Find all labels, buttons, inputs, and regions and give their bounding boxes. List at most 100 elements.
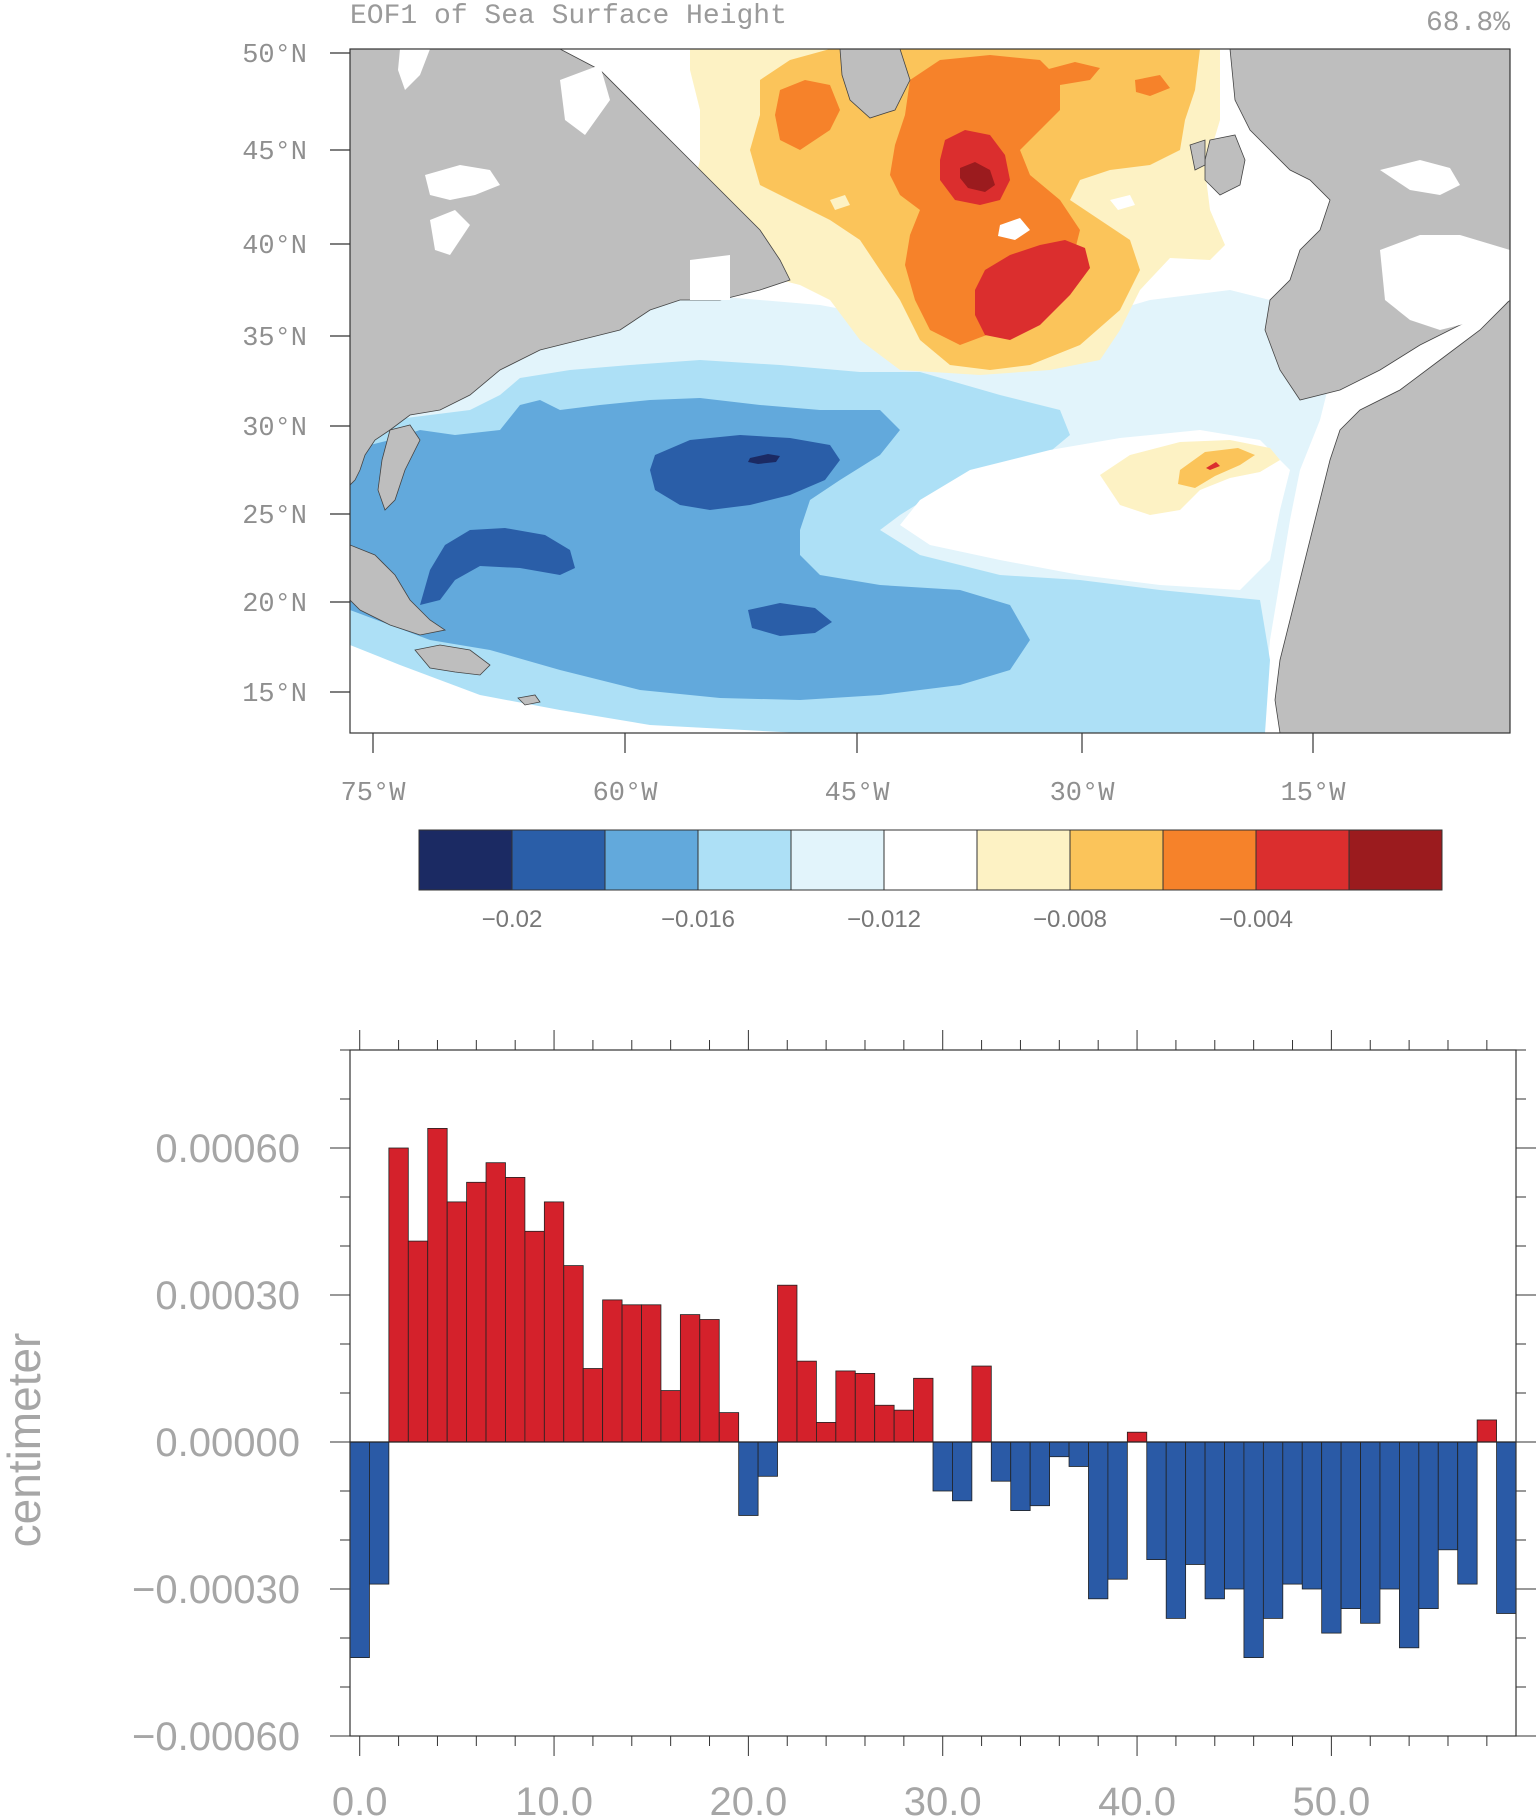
bar bbox=[446, 1201, 467, 1443]
lake-michigan bbox=[430, 210, 470, 255]
lat-tick-label: 25°N bbox=[242, 502, 307, 532]
contour-navy-spot bbox=[748, 454, 780, 464]
bar bbox=[349, 1441, 370, 1659]
contour-red-south bbox=[975, 240, 1090, 340]
colorbar-swatch bbox=[418, 829, 513, 891]
bar bbox=[641, 1304, 662, 1443]
lat-tick-label: 45°N bbox=[242, 138, 307, 168]
land-caribbean bbox=[350, 544, 447, 636]
bar bbox=[369, 1441, 390, 1585]
y-tick-label: 0.00030 bbox=[155, 1274, 300, 1318]
map-title: EOF1 of Sea Surface Height bbox=[350, 1, 787, 32]
colorbar-label: −0.004 bbox=[1219, 906, 1293, 933]
lon-axis: 75°W 60°W 45°W 30°W 15°W bbox=[341, 733, 1346, 809]
land-puerto-rico bbox=[517, 694, 541, 706]
lat-tick-label: 30°N bbox=[242, 414, 307, 444]
bar bbox=[816, 1422, 837, 1443]
colorbar-label: −0.008 bbox=[1033, 906, 1107, 933]
bar bbox=[757, 1441, 778, 1477]
lat-tick-label: 40°N bbox=[242, 232, 307, 262]
contour-white-patch-a bbox=[998, 218, 1030, 240]
bar bbox=[1437, 1441, 1459, 1551]
colorbar-swatch bbox=[976, 829, 1071, 891]
contour-orange-north bbox=[775, 80, 840, 150]
bar bbox=[1476, 1419, 1497, 1443]
bar bbox=[1126, 1431, 1148, 1443]
bar bbox=[1379, 1441, 1400, 1590]
colorbar-swatch bbox=[790, 829, 885, 891]
bar bbox=[913, 1377, 934, 1443]
land-greenland bbox=[839, 49, 911, 119]
contour-white-patch-b bbox=[1110, 195, 1135, 210]
contour-dark-blue-west bbox=[420, 528, 575, 605]
x-tick-label: 40.0 bbox=[1098, 1780, 1176, 1820]
bar bbox=[699, 1319, 720, 1443]
bar bbox=[466, 1181, 487, 1443]
colorbar-swatch bbox=[1255, 829, 1350, 891]
lat-tick-label: 35°N bbox=[242, 324, 307, 354]
x-tick-label: 10.0 bbox=[515, 1780, 593, 1820]
variance-label: 68.8% bbox=[1426, 8, 1510, 39]
colorbar-swatch bbox=[511, 829, 606, 891]
x-tick-label: 0.0 bbox=[332, 1780, 388, 1820]
bar bbox=[543, 1201, 565, 1443]
bar bbox=[1029, 1441, 1050, 1507]
gulf-st-lawrence bbox=[560, 65, 610, 135]
land-hispaniola bbox=[414, 644, 491, 676]
eof-map bbox=[350, 49, 1510, 733]
lat-tick-label: 20°N bbox=[242, 590, 307, 620]
contour-red-east bbox=[1206, 462, 1220, 470]
colorbar-swatch bbox=[1069, 829, 1164, 891]
colorbar-swatch bbox=[697, 829, 792, 891]
bar bbox=[524, 1230, 545, 1443]
bar bbox=[582, 1368, 604, 1443]
contour-dark-blue-north bbox=[650, 435, 840, 510]
bar bbox=[505, 1177, 526, 1443]
bar bbox=[1165, 1441, 1187, 1619]
bar bbox=[1088, 1441, 1109, 1600]
land-florida bbox=[377, 424, 421, 511]
y-tick-label: 0.00060 bbox=[155, 1127, 300, 1171]
bar bbox=[1204, 1441, 1225, 1600]
land-africa bbox=[1274, 299, 1510, 733]
y-tick-label: −0.00030 bbox=[132, 1568, 300, 1612]
bar bbox=[952, 1441, 973, 1502]
bar bbox=[971, 1365, 992, 1443]
bar bbox=[1496, 1441, 1517, 1614]
bar bbox=[738, 1441, 759, 1516]
lat-tick-label: 15°N bbox=[242, 680, 307, 710]
land-ireland bbox=[1189, 139, 1206, 171]
lon-tick-label: 30°W bbox=[1050, 779, 1116, 809]
contour-dark-red-spot bbox=[960, 162, 995, 192]
y-tick-label: −0.00060 bbox=[132, 1715, 300, 1759]
bar bbox=[388, 1147, 409, 1443]
bar bbox=[1185, 1441, 1206, 1565]
x-tick-label: 30.0 bbox=[904, 1780, 982, 1820]
bar bbox=[1068, 1441, 1089, 1467]
colorbar-swatch bbox=[1348, 829, 1443, 891]
bay-of-biscay bbox=[1380, 160, 1460, 195]
bar bbox=[932, 1441, 953, 1492]
bar bbox=[1146, 1441, 1167, 1560]
bar bbox=[485, 1162, 506, 1443]
bar bbox=[777, 1284, 798, 1443]
bar bbox=[1340, 1441, 1361, 1610]
bar bbox=[1224, 1441, 1245, 1590]
x-tick-label: 20.0 bbox=[709, 1780, 787, 1820]
colorbar-swatch bbox=[883, 829, 978, 891]
bar bbox=[602, 1299, 623, 1443]
contour-dark-blue-south bbox=[748, 603, 832, 636]
great-lakes bbox=[425, 165, 500, 200]
lon-tick-label: 45°W bbox=[825, 779, 891, 809]
colorbar-label: −0.016 bbox=[661, 906, 735, 933]
bar bbox=[835, 1370, 856, 1443]
bar bbox=[1418, 1441, 1439, 1610]
bar bbox=[796, 1360, 817, 1443]
bar bbox=[1107, 1441, 1128, 1580]
colorbar-swatch bbox=[1162, 829, 1257, 891]
colorbar-swatch bbox=[604, 829, 699, 891]
bar bbox=[1243, 1441, 1264, 1659]
colorbar-label: −0.02 bbox=[482, 906, 543, 933]
nova-scotia-bay bbox=[690, 255, 730, 300]
bar bbox=[854, 1373, 876, 1443]
